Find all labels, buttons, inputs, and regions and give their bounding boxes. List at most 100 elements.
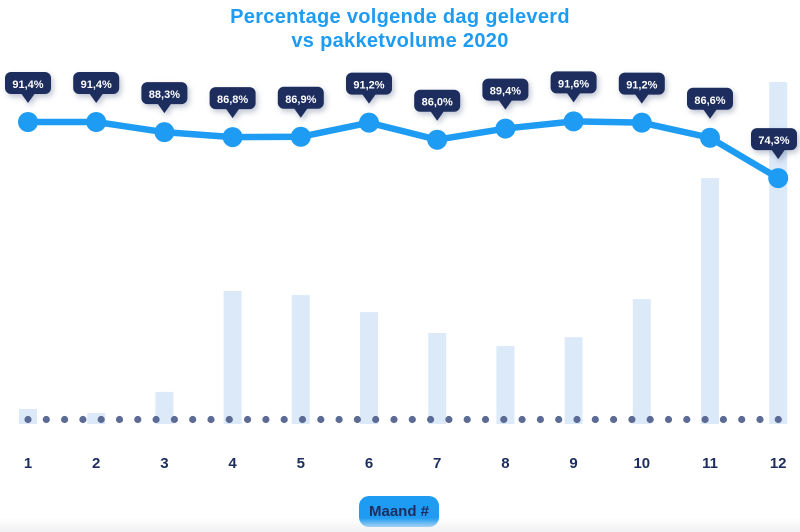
value-badge-label: 91,2%	[626, 80, 657, 92]
value-badge-month-3: 88,3%	[141, 82, 188, 114]
line-point-month-5	[290, 126, 311, 147]
line-point-month-10	[631, 112, 652, 133]
baseline-dot	[79, 415, 87, 424]
baseline-dot	[170, 415, 178, 424]
volume-bars	[19, 82, 788, 424]
x-axis-label-9: 9	[569, 455, 577, 472]
baseline-dot	[280, 415, 288, 424]
line-point-month-12	[768, 168, 789, 189]
baseline-dot	[207, 415, 215, 424]
baseline-dot	[317, 415, 325, 424]
line-point-month-11	[700, 127, 720, 148]
value-badge-label: 91,4%	[81, 79, 112, 91]
volume-bar-month-10	[632, 299, 651, 424]
baseline-dot	[24, 415, 32, 424]
line-point-month-8	[495, 118, 516, 139]
baseline-dot	[518, 415, 526, 424]
baseline-dot	[738, 415, 746, 424]
x-axis-label-2: 2	[92, 455, 100, 472]
baseline-dot	[97, 415, 105, 424]
baseline-dot	[719, 415, 728, 424]
badge-pointer-icon	[771, 149, 786, 160]
value-badge-month-7: 86,0%	[414, 89, 461, 121]
dotted-baseline	[24, 415, 782, 424]
baseline-dot	[298, 415, 307, 424]
volume-bar-month-12	[769, 82, 788, 424]
baseline-dot	[244, 415, 252, 424]
line-points	[18, 111, 789, 189]
x-axis-label-1: 1	[24, 455, 32, 472]
badge-pointer-icon	[21, 93, 35, 104]
value-badge-month-11: 86,6%	[687, 87, 733, 119]
line-point-month-6	[359, 112, 379, 133]
baseline-dot	[481, 415, 490, 424]
bottom-fade-strip	[0, 518, 800, 532]
x-axis-labels: 1 2 3 4 5 6 7 8 9 10 11 12	[24, 455, 787, 472]
badge-pointer-icon	[703, 108, 717, 119]
x-axis-label-7: 7	[433, 455, 441, 472]
chart-title: Percentage volgende dag geleverd vs pakk…	[0, 5, 800, 53]
line-point-month-4	[222, 127, 243, 148]
baseline-dot	[628, 415, 636, 424]
baseline-dot	[42, 415, 50, 424]
volume-bar-month-8	[496, 346, 515, 424]
baseline-dot	[353, 415, 361, 424]
baseline-dot	[591, 415, 599, 424]
chart-title-line2: vs pakketvolume 2020	[291, 30, 509, 52]
x-axis-label-3: 3	[160, 455, 168, 472]
baseline-dot	[134, 415, 142, 424]
value-badge-month-1: 91,4%	[5, 72, 51, 104]
value-badge-label: 91,2%	[353, 80, 384, 92]
baseline-dot	[115, 415, 124, 424]
x-axis-label-6: 6	[365, 455, 373, 472]
badge-pointer-icon	[498, 99, 513, 110]
value-badge-label: 86,8%	[217, 94, 248, 106]
value-badge-month-5: 86,9%	[277, 86, 324, 118]
baseline-dot	[262, 415, 270, 424]
baseline-dot	[610, 415, 618, 424]
value-badge-label: 91,4%	[12, 79, 43, 91]
badge-pointer-icon	[293, 107, 308, 118]
baseline-dot	[225, 415, 233, 424]
badge-pointer-icon	[89, 93, 104, 104]
volume-bar-month-4	[223, 290, 242, 424]
baseline-dot	[573, 415, 581, 424]
line-point-month-1	[18, 112, 38, 133]
value-badge-label: 86,9%	[285, 94, 316, 106]
volume-bar-month-11	[701, 178, 719, 424]
baseline-dot	[646, 415, 654, 424]
value-badge-month-8: 89,4%	[482, 78, 529, 110]
badge-pointer-icon	[362, 93, 376, 104]
baseline-dot	[189, 415, 197, 424]
baseline-dot	[408, 415, 416, 424]
baseline-dot	[372, 415, 380, 424]
baseline-dot	[664, 415, 673, 424]
baseline-dot	[463, 415, 471, 424]
value-badge-label: 86,6%	[694, 95, 725, 107]
baseline-dot	[774, 415, 782, 424]
baseline-dot	[61, 415, 69, 424]
value-badge-month-2: 91,4%	[73, 72, 120, 104]
baseline-dot	[335, 415, 343, 424]
baseline-dot	[427, 415, 435, 424]
value-badge-label: 74,3%	[758, 135, 789, 147]
volume-bar-month-2	[87, 413, 106, 424]
x-axis-label-12: 12	[770, 455, 787, 472]
baseline-dot	[445, 415, 453, 424]
baseline-dot	[701, 415, 709, 424]
value-badge-label: 88,3%	[149, 89, 180, 101]
baseline-dot	[500, 415, 508, 424]
line-point-month-7	[427, 129, 448, 150]
x-axis-label-4: 4	[228, 455, 237, 472]
chart-title-line1: Percentage volgende dag geleverd	[230, 6, 570, 28]
baseline-dot	[536, 415, 545, 424]
x-axis-label-11: 11	[702, 455, 718, 472]
line-point-month-2	[86, 112, 107, 133]
x-axis-label-5: 5	[297, 455, 305, 472]
badge-pointer-icon	[157, 103, 172, 114]
value-badge-month-12: 74,3%	[751, 128, 797, 160]
line-point-month-9	[563, 111, 584, 132]
volume-bar-month-3	[155, 391, 174, 424]
baseline-dot	[555, 415, 563, 424]
